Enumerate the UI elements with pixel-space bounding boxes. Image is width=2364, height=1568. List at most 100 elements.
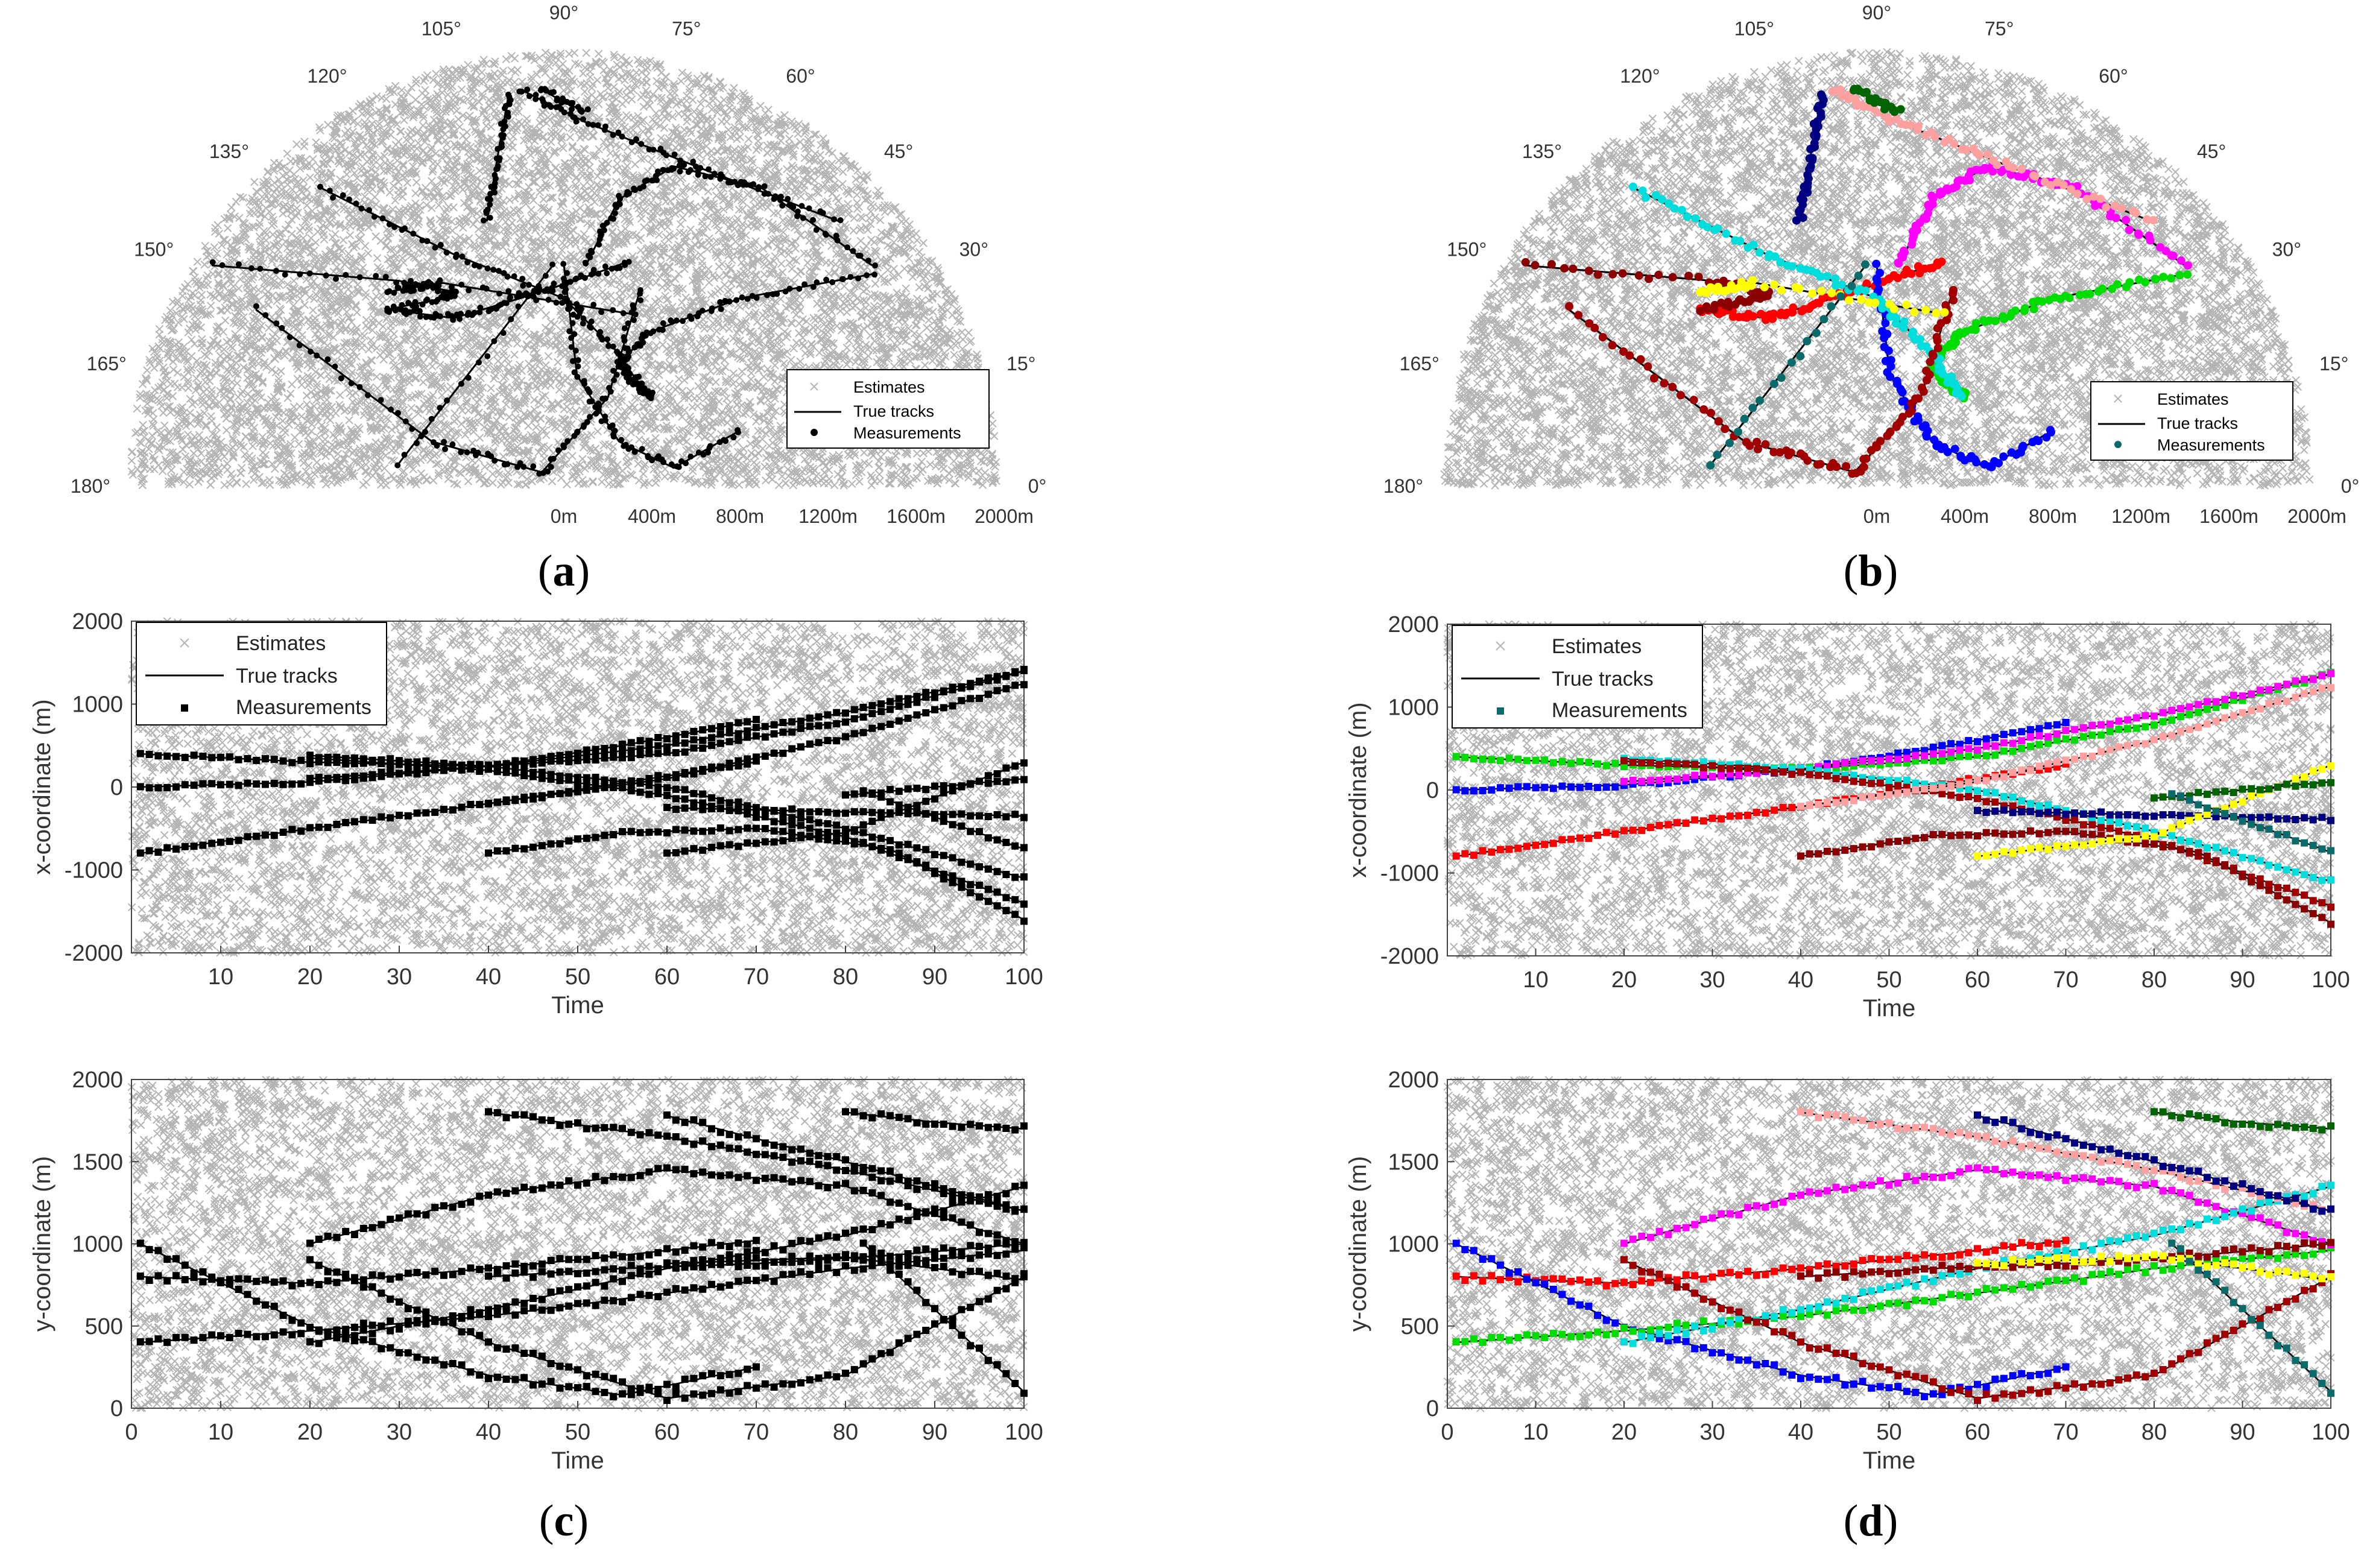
y-axis-label: x-coordinate (m) [29, 699, 55, 874]
measurement-point [1937, 258, 1946, 267]
measurement-point [2168, 1239, 2176, 1247]
legend-estimates-label: Estimates [236, 632, 326, 655]
measurement-point [248, 265, 255, 271]
measurement-point [2274, 1303, 2282, 1311]
measurement-point [744, 1254, 751, 1262]
measurement-point [761, 1380, 769, 1388]
measurement-point [1850, 777, 1857, 785]
measurement-point [1956, 1386, 1964, 1394]
measurement-point [413, 1269, 421, 1277]
measurement-point [548, 104, 554, 110]
measurement-point [511, 1311, 519, 1319]
measurement-point [654, 776, 662, 783]
measurement-point [2141, 1152, 2149, 1160]
measurement-point [2151, 1180, 2158, 1187]
measurement-point [2283, 1197, 2290, 1205]
measurement-point [1567, 835, 1575, 843]
measurement-point [763, 292, 770, 299]
measurement-point [806, 808, 814, 816]
measurement-point [1894, 1372, 1902, 1380]
measurement-point [619, 1378, 626, 1386]
measurement-point [645, 738, 653, 745]
angle-tick-label: 135° [1522, 141, 1562, 162]
measurement-point [654, 750, 662, 757]
measurement-point [2176, 1245, 2184, 1253]
measurement-point [2168, 707, 2176, 714]
angle-tick-label: 180° [71, 475, 110, 497]
measurement-point [2309, 874, 2317, 881]
measurement-point [2018, 744, 2026, 752]
measurement-point [2248, 855, 2255, 862]
measurement-point [396, 770, 403, 777]
measurement-point [1912, 1388, 1920, 1396]
measurement-point [315, 756, 323, 763]
measurement-point [735, 1370, 742, 1377]
measurement-point [1950, 379, 1959, 388]
measurement-point [308, 349, 314, 355]
measurement-point [2309, 781, 2317, 789]
measurement-point [673, 317, 680, 324]
measurement-point [2292, 1194, 2299, 1202]
measurement-point [2185, 1219, 2193, 1227]
measurement-point [1646, 1233, 1654, 1241]
measurement-point [806, 1178, 814, 1186]
measurement-point [1906, 121, 1915, 130]
measurement-point [288, 1282, 296, 1290]
measurement-point [1903, 1172, 1910, 1180]
legend-box [2090, 381, 2293, 461]
measurement-point [663, 1245, 671, 1253]
measurement-point [850, 715, 858, 722]
measurement-point [565, 1302, 573, 1310]
measurement-point [583, 779, 590, 786]
measurement-point [2176, 792, 2184, 800]
measurement-point [270, 832, 278, 839]
measurement-point [2097, 1146, 2105, 1154]
measurement-point [387, 761, 394, 769]
measurement-point [639, 381, 645, 387]
measurement-point [1845, 296, 1854, 305]
measurement-point [1002, 764, 1010, 772]
measurement-point [1020, 1122, 1028, 1130]
measurement-point [833, 1181, 841, 1189]
measurement-point [1831, 281, 1841, 290]
measurement-point [437, 242, 444, 248]
measurement-point [1850, 845, 1857, 853]
measurement-point [949, 811, 956, 818]
measurement-point [690, 1116, 698, 1124]
measurement-point [770, 1141, 778, 1149]
measurement-point [842, 733, 849, 741]
measurement-point [529, 1295, 537, 1302]
measurement-point [1789, 303, 1798, 312]
measurement-point [1876, 1268, 1884, 1276]
measurement-point [592, 1124, 599, 1132]
x-tick-label: 20 [297, 1420, 323, 1445]
measurement-point [378, 757, 385, 765]
measurement-point [839, 276, 846, 282]
measurement-point [315, 1327, 323, 1335]
measurement-point [2124, 742, 2132, 750]
legend-box [1452, 625, 1703, 729]
measurement-point [592, 1252, 599, 1259]
measurement-point [1744, 811, 1752, 819]
legend-true-tracks-label: True tracks [853, 402, 934, 420]
range-tick-labels: 0m 400m 800m 1200m 1600m 2000m [551, 505, 1034, 527]
measurement-point [1938, 1385, 1946, 1393]
measurement-point [136, 1338, 144, 1345]
measurement-point [154, 1247, 162, 1254]
measurement-point [1823, 1311, 1831, 1319]
measurement-point [610, 749, 618, 757]
measurement-point [1865, 298, 1874, 307]
measurement-point [886, 786, 894, 794]
measurement-point [1894, 1299, 1902, 1307]
measurement-point [1832, 760, 1840, 768]
x-tick-label: 70 [2053, 967, 2078, 993]
measurement-point [877, 844, 885, 852]
measurements [1521, 84, 2192, 478]
measurement-point [1876, 792, 1884, 800]
measurement-point [235, 836, 242, 844]
measurement-point [1903, 1388, 1910, 1396]
measurement-point [1769, 447, 1778, 457]
measurement-point [583, 1269, 590, 1277]
measurement-point [565, 1177, 573, 1185]
